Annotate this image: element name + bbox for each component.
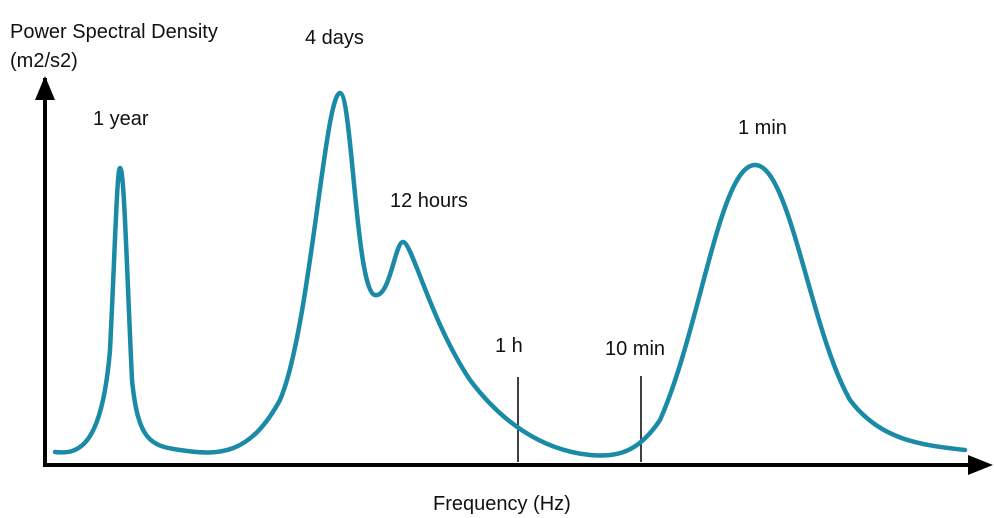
axes bbox=[35, 76, 993, 475]
y-axis-label: Power Spectral Density bbox=[10, 21, 218, 43]
spectrum-curve bbox=[52, 90, 968, 458]
y-arrow bbox=[35, 76, 55, 100]
x-axis-label: Frequency (Hz) bbox=[433, 493, 571, 515]
peak-label: 1 year bbox=[93, 108, 149, 130]
peak-label: 4 days bbox=[305, 27, 364, 49]
peak-label: 12 hours bbox=[390, 190, 468, 212]
x-arrow bbox=[968, 455, 993, 475]
marker-label: 10 min bbox=[605, 338, 665, 360]
y-axis-label: (m2/s2) bbox=[10, 50, 78, 72]
marker-label: 1 h bbox=[495, 335, 523, 357]
peak-label: 1 min bbox=[738, 117, 787, 139]
